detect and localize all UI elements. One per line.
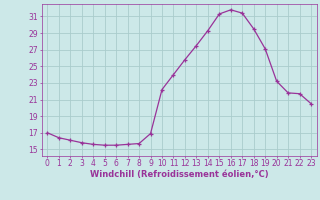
X-axis label: Windchill (Refroidissement éolien,°C): Windchill (Refroidissement éolien,°C) bbox=[90, 170, 268, 179]
